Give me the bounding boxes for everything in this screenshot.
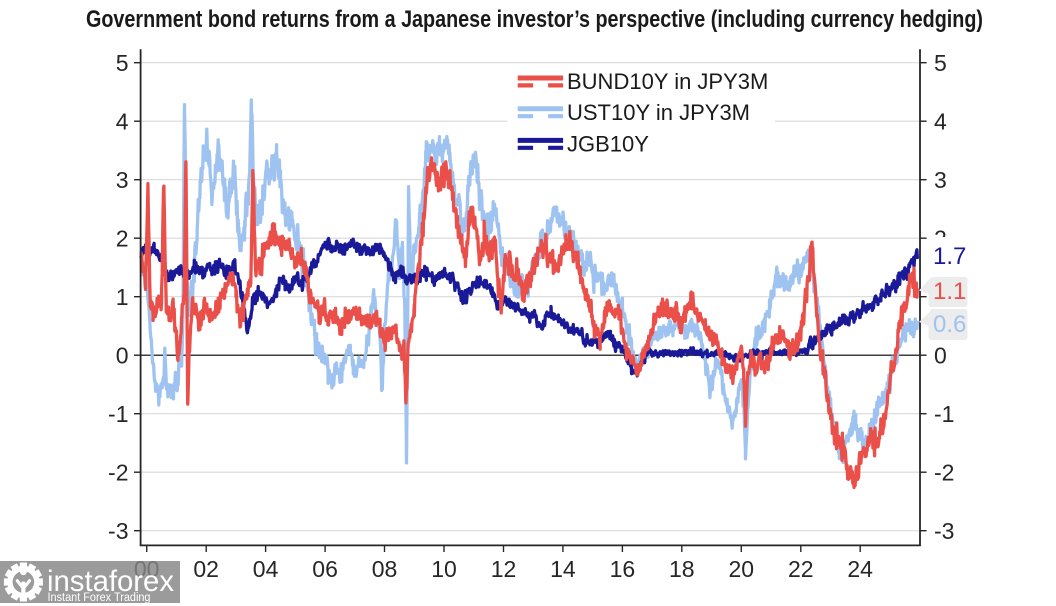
svg-text:JGB10Y: JGB10Y [567, 131, 649, 156]
svg-text:12: 12 [491, 556, 517, 582]
svg-text:5: 5 [934, 50, 947, 76]
svg-text:1.1: 1.1 [933, 278, 966, 305]
svg-text:4: 4 [116, 108, 129, 134]
svg-text:UST10Y in JPY3M: UST10Y in JPY3M [567, 100, 750, 125]
svg-text:06: 06 [312, 556, 338, 582]
svg-text:02: 02 [193, 556, 219, 582]
svg-text:-1: -1 [934, 401, 954, 427]
svg-text:instaforex: instaforex [47, 565, 174, 598]
svg-text:3: 3 [934, 167, 947, 193]
svg-text:-1: -1 [108, 401, 128, 427]
svg-text:0: 0 [116, 342, 129, 368]
svg-text:08: 08 [372, 556, 398, 582]
svg-text:24: 24 [847, 556, 873, 582]
svg-text:14: 14 [550, 556, 576, 582]
svg-text:16: 16 [610, 556, 636, 582]
svg-text:-2: -2 [108, 459, 128, 485]
svg-text:-3: -3 [108, 518, 128, 544]
svg-text:3: 3 [116, 167, 129, 193]
svg-text:22: 22 [788, 556, 814, 582]
svg-text:0.6: 0.6 [933, 311, 966, 338]
svg-text:Instant Forex Trading: Instant Forex Trading [48, 592, 151, 604]
svg-text:-2: -2 [934, 459, 954, 485]
svg-text:BUND10Y in JPY3M: BUND10Y in JPY3M [567, 69, 768, 94]
svg-text:18: 18 [669, 556, 695, 582]
svg-text:2: 2 [116, 225, 129, 251]
svg-text:1: 1 [116, 284, 129, 310]
svg-text:20: 20 [729, 556, 755, 582]
svg-text:4: 4 [934, 108, 947, 134]
svg-text:0: 0 [934, 342, 947, 368]
svg-text:-3: -3 [934, 518, 954, 544]
svg-text:00: 00 [134, 556, 160, 582]
svg-text:5: 5 [116, 50, 129, 76]
svg-text:1.7: 1.7 [933, 243, 966, 270]
svg-text:Government bond returns from a: Government bond returns from a Japanese … [86, 6, 983, 33]
svg-text:04: 04 [253, 556, 279, 582]
svg-text:10: 10 [431, 556, 457, 582]
